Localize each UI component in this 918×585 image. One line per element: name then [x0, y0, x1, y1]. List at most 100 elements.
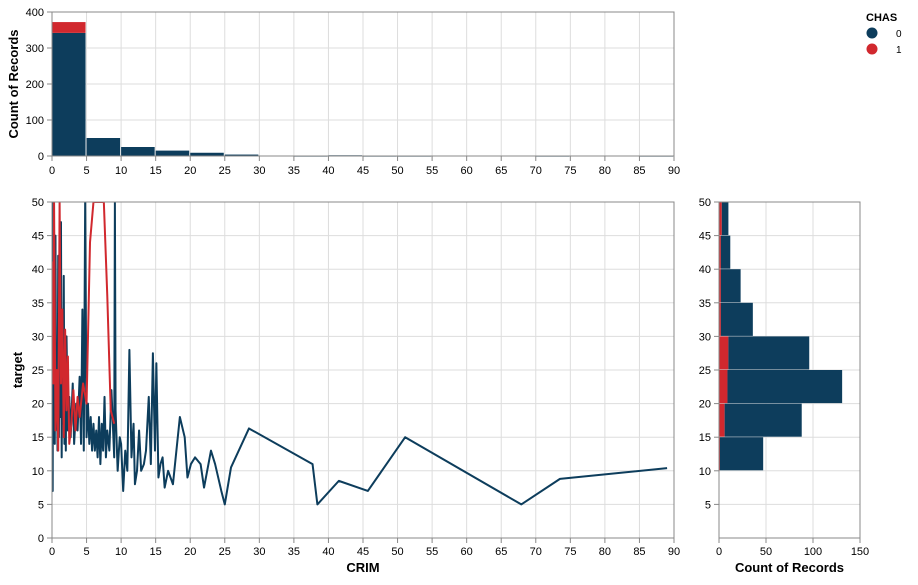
- top-x-tick-label: 35: [288, 165, 300, 177]
- right-histogram-bar: [719, 235, 721, 269]
- right-x-tick-label: 0: [716, 546, 722, 558]
- main-y-tick-label: 15: [32, 432, 44, 444]
- top-y-tick-label: 200: [26, 79, 44, 91]
- right-y-tick-label: 50: [699, 197, 711, 209]
- top-x-tick-label: 0: [49, 165, 55, 177]
- top-histogram-bar: [155, 150, 190, 156]
- top-y-tick-label: 0: [38, 151, 44, 163]
- legend: CHAS 0 1: [866, 12, 902, 56]
- right-histogram-bar: [719, 403, 725, 437]
- right-histogram-bar: [720, 235, 731, 269]
- main-x-tick-label: 70: [530, 546, 542, 558]
- right-y-tick-label: 10: [699, 466, 711, 478]
- series-line-chas1: [52, 202, 116, 452]
- right-histogram-bar: [727, 370, 843, 404]
- top-x-tick-label: 15: [150, 165, 162, 177]
- right-x-axis-title: Count of Records: [735, 560, 844, 575]
- legend-label-0: 0: [896, 29, 902, 40]
- main-y-tick-label: 5: [38, 499, 44, 511]
- right-histogram-bar: [719, 370, 728, 404]
- top-y-tick-label: 100: [26, 115, 44, 127]
- main-y-tick-label: 10: [32, 466, 44, 478]
- main-x-tick-label: 10: [115, 546, 127, 558]
- top-x-tick-label: 10: [115, 165, 127, 177]
- main-x-tick-label: 80: [599, 546, 611, 558]
- top-y-axis-title: Count of Records: [6, 29, 21, 138]
- right-y-tick-label: 5: [705, 499, 711, 511]
- main-x-tick-label: 30: [253, 546, 265, 558]
- right-y-tick-label: 45: [699, 231, 711, 243]
- top-x-tick-label: 30: [253, 165, 265, 177]
- right-y-tick-label: 20: [699, 399, 711, 411]
- main-x-tick-label: 50: [391, 546, 403, 558]
- main-x-tick-label: 40: [322, 546, 334, 558]
- top-x-tick-label: 60: [461, 165, 473, 177]
- main-x-tick-label: 60: [461, 546, 473, 558]
- top-x-tick-label: 20: [184, 165, 196, 177]
- main-x-tick-label: 85: [633, 546, 645, 558]
- main-y-tick-label: 45: [32, 231, 44, 243]
- top-histogram-bar: [52, 22, 86, 33]
- right-histogram-bar: [719, 336, 729, 370]
- top-x-tick-label: 75: [564, 165, 576, 177]
- right-histogram-bar: [720, 302, 753, 336]
- top-x-tick-label: 90: [668, 165, 680, 177]
- main-y-tick-label: 20: [32, 399, 44, 411]
- main-x-tick-label: 45: [357, 546, 369, 558]
- top-x-tick-label: 45: [357, 165, 369, 177]
- top-histogram-bar: [121, 147, 155, 156]
- top-x-tick-label: 40: [322, 165, 334, 177]
- main-x-tick-label: 65: [495, 546, 507, 558]
- top-x-tick-label: 55: [426, 165, 438, 177]
- main-y-tick-label: 25: [32, 365, 44, 377]
- right-y-tick-label: 35: [699, 298, 711, 310]
- right-histogram-bar: [719, 302, 721, 336]
- right-histogram-bar: [719, 269, 721, 303]
- main-x-tick-label: 35: [288, 546, 300, 558]
- right-histogram-bar: [720, 269, 741, 303]
- right-y-tick-label: 40: [699, 264, 711, 276]
- top-x-tick-label: 50: [391, 165, 403, 177]
- top-y-tick-label: 300: [26, 43, 44, 55]
- main-x-tick-label: 5: [83, 546, 89, 558]
- right-histogram: 0 50 100 150 5 10 15 20 25 30 35 40 45 50 Count of Rec…: [699, 197, 869, 575]
- main-x-tick-label: 90: [668, 546, 680, 558]
- main-x-tick-label: 0: [49, 546, 55, 558]
- legend-swatch-0: [866, 27, 878, 39]
- main-x-tick-label: 75: [564, 546, 576, 558]
- main-y-tick-label: 0: [38, 533, 44, 545]
- main-y-tick-label: 30: [32, 331, 44, 343]
- top-y-tick-label: 400: [26, 7, 44, 19]
- right-histogram-bar: [721, 202, 729, 236]
- series-line-chas0: [52, 202, 668, 506]
- top-x-tick-label: 5: [83, 165, 89, 177]
- right-histogram-bar: [719, 437, 764, 471]
- legend-label-1: 1: [896, 45, 902, 56]
- right-histogram-bar: [728, 336, 810, 370]
- top-histogram-bar: [52, 32, 86, 156]
- top-histogram-bar: [86, 138, 121, 156]
- legend-swatch-1: [866, 43, 878, 55]
- right-histogram-bar: [724, 403, 802, 437]
- right-y-tick-label: 30: [699, 331, 711, 343]
- top-histogram-bar: [190, 152, 224, 156]
- right-x-tick-label: 50: [760, 546, 772, 558]
- main-y-tick-label: 35: [32, 298, 44, 310]
- main-y-tick-label: 50: [32, 197, 44, 209]
- main-line-chart: 0 5 10 15 20 25 30 35 40 45 50 55 60 65 70 75 80 85 90 0 5 10…: [10, 197, 680, 575]
- top-histogram: 0 5 10 15 20 25 30 35 40 45 50 55 60 65 70 75 80 85 90 0 100…: [6, 7, 680, 177]
- right-y-tick-label: 15: [699, 432, 711, 444]
- top-x-tick-label: 80: [599, 165, 611, 177]
- main-x-axis-title: CRIM: [346, 560, 379, 575]
- main-x-tick-label: 55: [426, 546, 438, 558]
- main-y-tick-label: 40: [32, 264, 44, 276]
- main-x-tick-label: 15: [150, 546, 162, 558]
- main-x-tick-label: 20: [184, 546, 196, 558]
- right-x-tick-label: 150: [851, 546, 869, 558]
- right-y-tick-label: 25: [699, 365, 711, 377]
- legend-title: CHAS: [866, 12, 897, 24]
- top-x-tick-label: 85: [633, 165, 645, 177]
- right-x-tick-label: 100: [804, 546, 822, 558]
